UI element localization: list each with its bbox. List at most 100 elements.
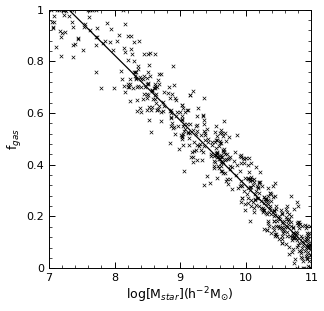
Point (156, 82, 162, 87)
Point (300, 242, 306, 247)
Point (274, 207, 279, 211)
Point (61, 13, 66, 18)
Point (115, 38, 120, 43)
Point (208, 154, 213, 159)
Point (191, 148, 196, 153)
Point (87, 14, 92, 19)
Point (61, 8, 66, 13)
Point (307, 243, 313, 248)
Point (70, 55, 75, 60)
Point (307, 266, 313, 271)
Point (228, 164, 233, 169)
Point (227, 166, 233, 171)
Point (98, 86, 104, 91)
Point (218, 164, 224, 169)
Point (153, 96, 158, 101)
Point (304, 253, 309, 258)
Point (205, 137, 210, 142)
Point (202, 132, 207, 137)
Point (296, 223, 301, 228)
Point (282, 218, 287, 223)
Point (254, 203, 259, 208)
Point (271, 195, 276, 200)
Point (242, 202, 247, 207)
Point (49, 19, 54, 24)
Point (295, 244, 300, 249)
Point (243, 176, 248, 181)
Point (191, 154, 196, 159)
Point (267, 209, 272, 214)
Point (274, 232, 279, 237)
Point (149, 88, 154, 93)
Point (182, 110, 188, 115)
Point (264, 211, 269, 216)
Point (305, 256, 310, 261)
Point (290, 232, 295, 237)
Point (212, 159, 217, 164)
Point (185, 130, 190, 135)
Point (216, 156, 221, 161)
Point (294, 231, 299, 236)
Point (305, 263, 310, 268)
Point (190, 89, 195, 94)
Point (265, 185, 270, 190)
Point (283, 225, 288, 230)
Point (253, 197, 258, 202)
Point (150, 105, 155, 110)
Point (185, 108, 191, 113)
Point (253, 197, 258, 202)
Point (265, 221, 271, 226)
Point (252, 205, 257, 210)
Point (168, 124, 174, 129)
Point (202, 144, 207, 149)
Point (215, 175, 220, 180)
Point (293, 235, 298, 240)
Point (255, 195, 260, 200)
Point (290, 235, 295, 240)
Point (274, 219, 280, 224)
Point (305, 234, 310, 239)
Point (195, 158, 200, 163)
Point (282, 228, 287, 233)
Point (296, 243, 301, 248)
Point (152, 86, 157, 91)
Point (297, 241, 302, 246)
Point (304, 245, 309, 250)
Point (265, 201, 271, 206)
Point (168, 111, 173, 116)
Point (76, 35, 81, 40)
Point (139, 110, 144, 115)
Point (127, 77, 133, 81)
Point (218, 156, 223, 161)
Point (220, 149, 226, 154)
Point (137, 38, 142, 43)
Point (222, 131, 227, 136)
Point (269, 192, 274, 197)
Point (223, 139, 228, 144)
Point (172, 132, 178, 137)
Point (180, 132, 185, 137)
Point (141, 73, 146, 78)
Point (134, 109, 140, 114)
Point (146, 92, 151, 97)
Point (156, 107, 161, 112)
Point (60, 30, 65, 35)
Point (212, 130, 217, 135)
Point (59, 34, 64, 39)
Point (298, 254, 303, 259)
Point (299, 250, 304, 255)
Point (255, 185, 260, 190)
Point (279, 208, 284, 213)
Point (149, 130, 154, 135)
Point (251, 199, 256, 204)
Point (238, 199, 243, 204)
Point (287, 233, 292, 238)
Point (263, 197, 268, 202)
Point (93, 35, 98, 39)
Point (225, 177, 230, 182)
Point (156, 77, 161, 82)
Point (259, 198, 264, 203)
Point (249, 175, 254, 180)
Point (309, 242, 314, 247)
Point (51, 13, 56, 18)
